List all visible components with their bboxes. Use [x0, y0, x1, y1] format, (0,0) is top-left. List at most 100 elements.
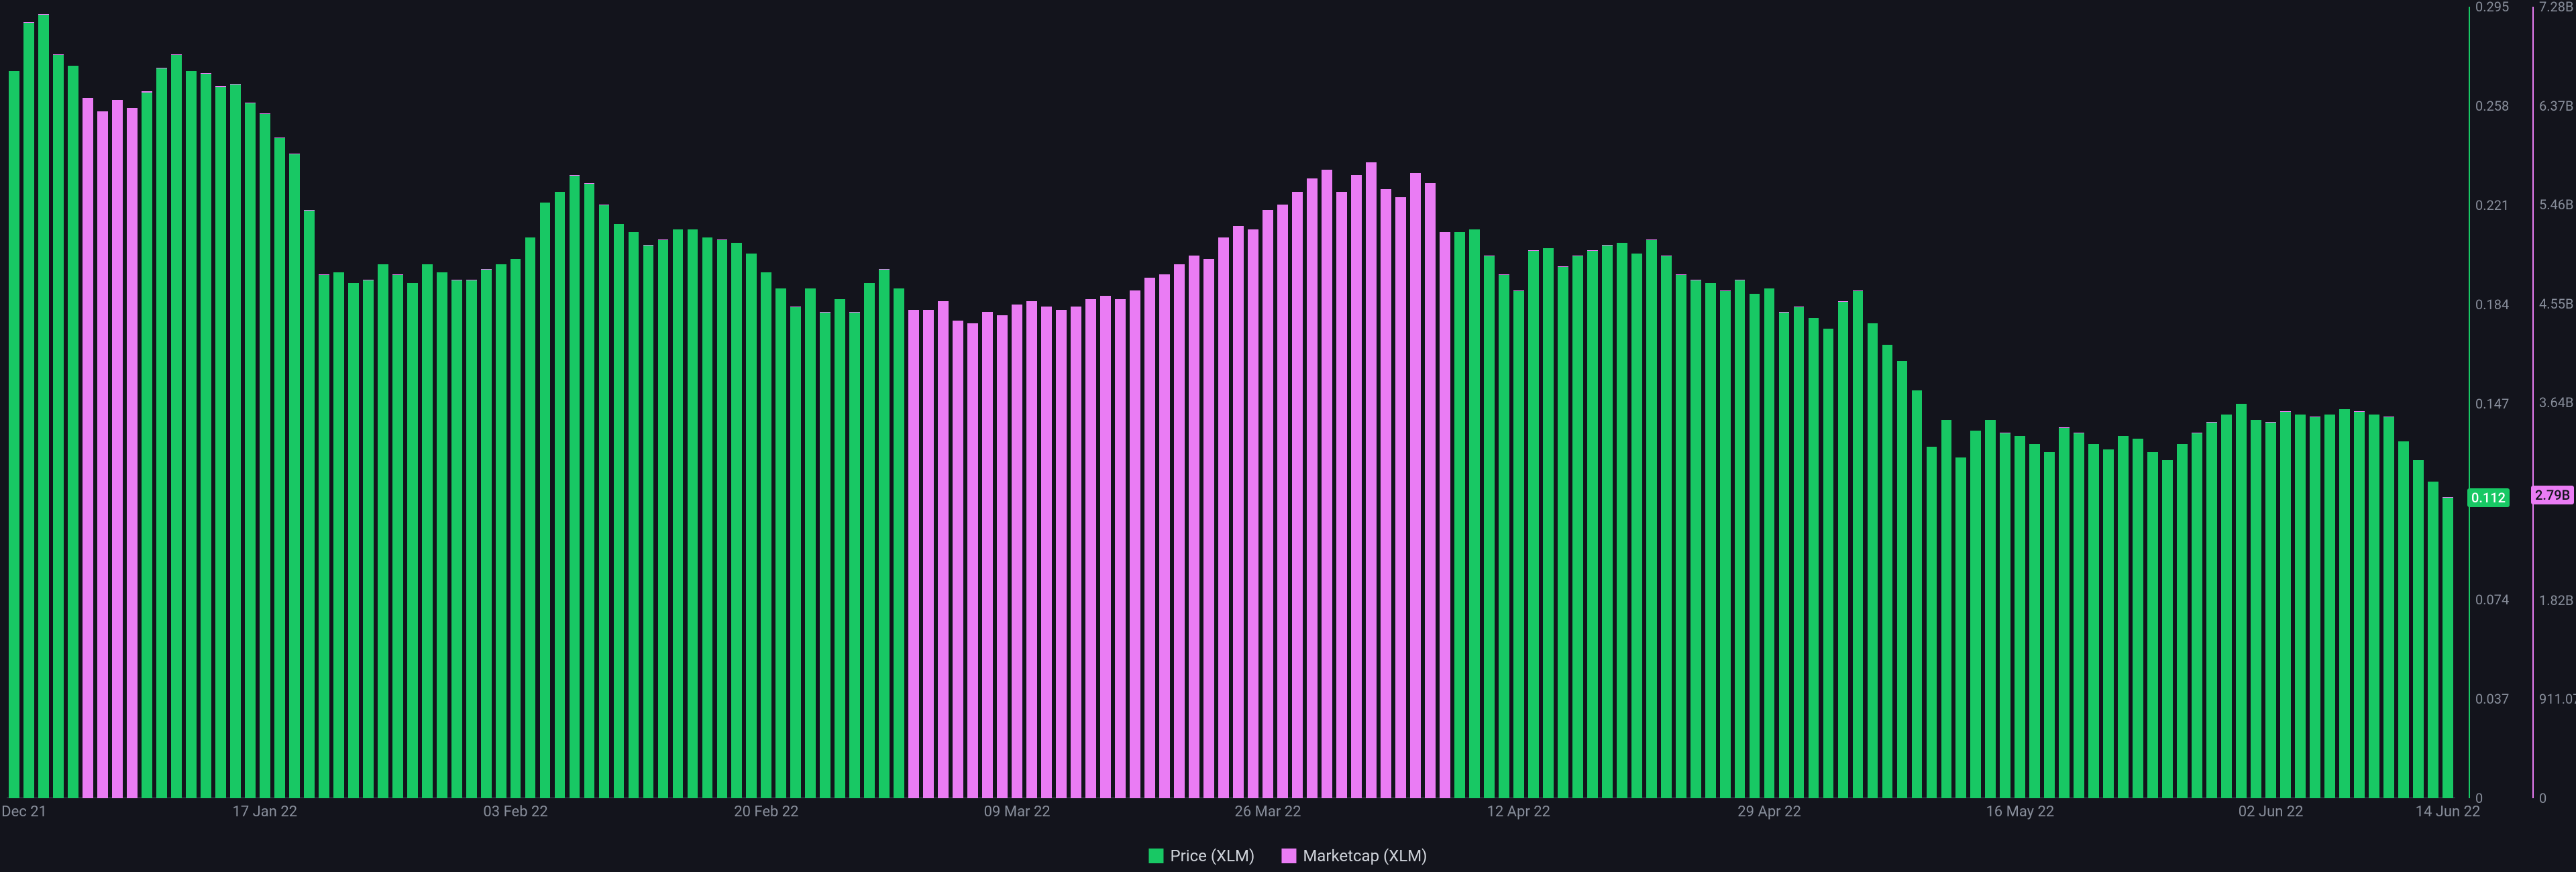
marketcap-bar[interactable] [1115, 299, 1126, 798]
price-bar[interactable] [2398, 441, 2409, 798]
price-bar[interactable] [2147, 452, 2158, 798]
marketcap-bar[interactable] [1425, 183, 1436, 798]
price-bar[interactable] [1572, 256, 1583, 798]
price-bar[interactable] [2015, 436, 2025, 798]
price-bar[interactable] [2103, 449, 2114, 798]
price-bar[interactable] [2162, 460, 2173, 798]
price-bar[interactable] [392, 275, 403, 798]
price-bar[interactable] [805, 288, 816, 798]
price-bar[interactable] [2192, 433, 2202, 798]
price-bar[interactable] [2133, 439, 2143, 798]
price-bar[interactable] [525, 237, 536, 798]
price-bar[interactable] [864, 283, 875, 798]
marketcap-bar[interactable] [1159, 274, 1170, 798]
price-bar[interactable] [496, 264, 506, 798]
price-bar[interactable] [319, 275, 329, 798]
price-bar[interactable] [2059, 428, 2070, 798]
price-bar[interactable] [1970, 431, 1981, 798]
price-bar[interactable] [2324, 415, 2335, 798]
price-bar[interactable] [68, 66, 78, 798]
price-bar[interactable] [1750, 294, 1760, 798]
marketcap-bar[interactable] [923, 310, 934, 798]
price-bar[interactable] [570, 176, 580, 798]
price-bar[interactable] [2428, 482, 2438, 798]
price-bar[interactable] [1927, 447, 1937, 798]
price-bar[interactable] [746, 254, 757, 798]
legend-item-marketcap[interactable]: Marketcap (XLM) [1281, 847, 1427, 865]
price-bar[interactable] [481, 270, 492, 798]
marketcap-bar[interactable] [997, 315, 1008, 798]
price-bar[interactable] [1454, 232, 1465, 798]
price-bar[interactable] [790, 307, 801, 798]
price-bar[interactable] [1779, 313, 1790, 798]
marketcap-bar[interactable] [1307, 178, 1318, 798]
price-bar[interactable] [1676, 275, 1686, 798]
price-bar[interactable] [2369, 415, 2379, 798]
price-bar[interactable] [422, 264, 433, 798]
price-bar[interactable] [1823, 329, 1834, 798]
price-bar[interactable] [245, 103, 256, 798]
price-bar[interactable] [643, 246, 654, 798]
price-bar[interactable] [1469, 229, 1480, 798]
price-bar[interactable] [1631, 254, 1642, 798]
price-bar[interactable] [1868, 323, 1878, 798]
marketcap-bar[interactable] [1056, 310, 1067, 798]
price-bar[interactable] [1602, 246, 1613, 798]
price-bar[interactable] [304, 211, 315, 798]
price-bar[interactable] [820, 313, 830, 798]
price-bar[interactable] [1735, 280, 1746, 798]
price-bar[interactable] [511, 259, 521, 798]
price-bar[interactable] [1794, 307, 1805, 798]
marketcap-bar[interactable] [1012, 305, 1022, 798]
price-bar[interactable] [1690, 280, 1701, 798]
marketcap-bar[interactable] [1381, 189, 1391, 798]
price-bar[interactable] [629, 232, 639, 798]
marketcap-bar[interactable] [1277, 205, 1288, 798]
price-bar[interactable] [1853, 291, 1864, 798]
price-bar[interactable] [1558, 267, 1568, 798]
price-bar[interactable] [614, 224, 625, 798]
price-bar[interactable] [142, 93, 152, 798]
marketcap-bar[interactable] [1263, 210, 1273, 798]
price-bar[interactable] [2280, 412, 2291, 798]
price-bar[interactable] [451, 280, 462, 798]
marketcap-bar[interactable] [83, 98, 93, 798]
marketcap-bar[interactable] [953, 321, 963, 798]
price-bar[interactable] [2265, 423, 2276, 798]
price-bar[interactable] [1484, 256, 1495, 798]
marketcap-bar[interactable] [1026, 301, 1037, 798]
price-bar[interactable] [23, 23, 34, 798]
price-bar[interactable] [437, 272, 447, 798]
marketcap-bar[interactable] [1100, 296, 1111, 798]
marketcap-bar[interactable] [1085, 299, 1096, 798]
price-bar[interactable] [2074, 433, 2084, 798]
price-bar[interactable] [1882, 345, 1893, 798]
marketcap-bar[interactable] [1366, 162, 1377, 798]
price-bar[interactable] [260, 114, 270, 798]
marketcap-bar[interactable] [1203, 259, 1214, 798]
price-bar[interactable] [1513, 291, 1524, 798]
price-bar[interactable] [540, 203, 551, 798]
price-bar[interactable] [835, 299, 845, 798]
marketcap-bar[interactable] [1130, 290, 1140, 798]
price-bar[interactable] [1617, 243, 1627, 798]
marketcap-bar[interactable] [1440, 232, 1450, 798]
price-bar[interactable] [849, 313, 860, 798]
price-bar[interactable] [1661, 256, 1672, 798]
price-bar[interactable] [673, 229, 684, 798]
price-bar[interactable] [2339, 409, 2350, 798]
price-bar[interactable] [1764, 288, 1775, 798]
price-bar[interactable] [1646, 240, 1657, 798]
marketcap-bar[interactable] [112, 100, 123, 798]
price-bar[interactable] [775, 288, 786, 798]
price-bar[interactable] [1720, 291, 1731, 798]
price-bar[interactable] [2354, 412, 2365, 798]
price-bar[interactable] [2236, 404, 2247, 798]
price-bar[interactable] [466, 280, 477, 798]
price-bar[interactable] [2029, 444, 2040, 798]
price-bar[interactable] [688, 229, 698, 798]
price-bar[interactable] [2044, 452, 2055, 798]
price-bar[interactable] [9, 71, 19, 798]
marketcap-bar[interactable] [1292, 192, 1303, 798]
price-bar[interactable] [2251, 420, 2261, 798]
